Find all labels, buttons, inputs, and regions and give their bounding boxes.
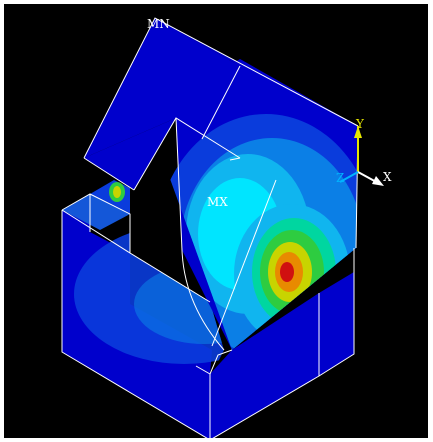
triad-x-label: X	[383, 170, 392, 184]
triad-y-arrow	[354, 126, 362, 138]
base-right-face	[210, 293, 319, 438]
tilted-top-face	[84, 18, 240, 158]
triad-z-label: Z	[336, 171, 344, 185]
contour-peak	[280, 262, 294, 282]
max-marker-label: MX	[207, 195, 228, 209]
contour-spot-small-core	[113, 186, 121, 198]
graphics-viewport[interactable]: MN MX Y Z X	[4, 4, 428, 438]
tilted-side-left	[84, 118, 176, 190]
base-block	[62, 180, 354, 438]
coordinate-triad: Y Z X	[336, 117, 392, 186]
model-canvas: MN MX Y Z X	[61, 17, 392, 438]
triad-z-axis	[339, 171, 359, 183]
base-top-left	[62, 194, 130, 230]
min-marker-label: MN	[147, 17, 170, 31]
base-right-post	[319, 272, 354, 376]
model-edges	[61, 17, 359, 438]
triad-x-arrow	[372, 176, 384, 186]
triad-y-label: Y	[355, 117, 365, 131]
contour-band-2	[134, 264, 224, 344]
groove-curve	[181, 249, 225, 351]
